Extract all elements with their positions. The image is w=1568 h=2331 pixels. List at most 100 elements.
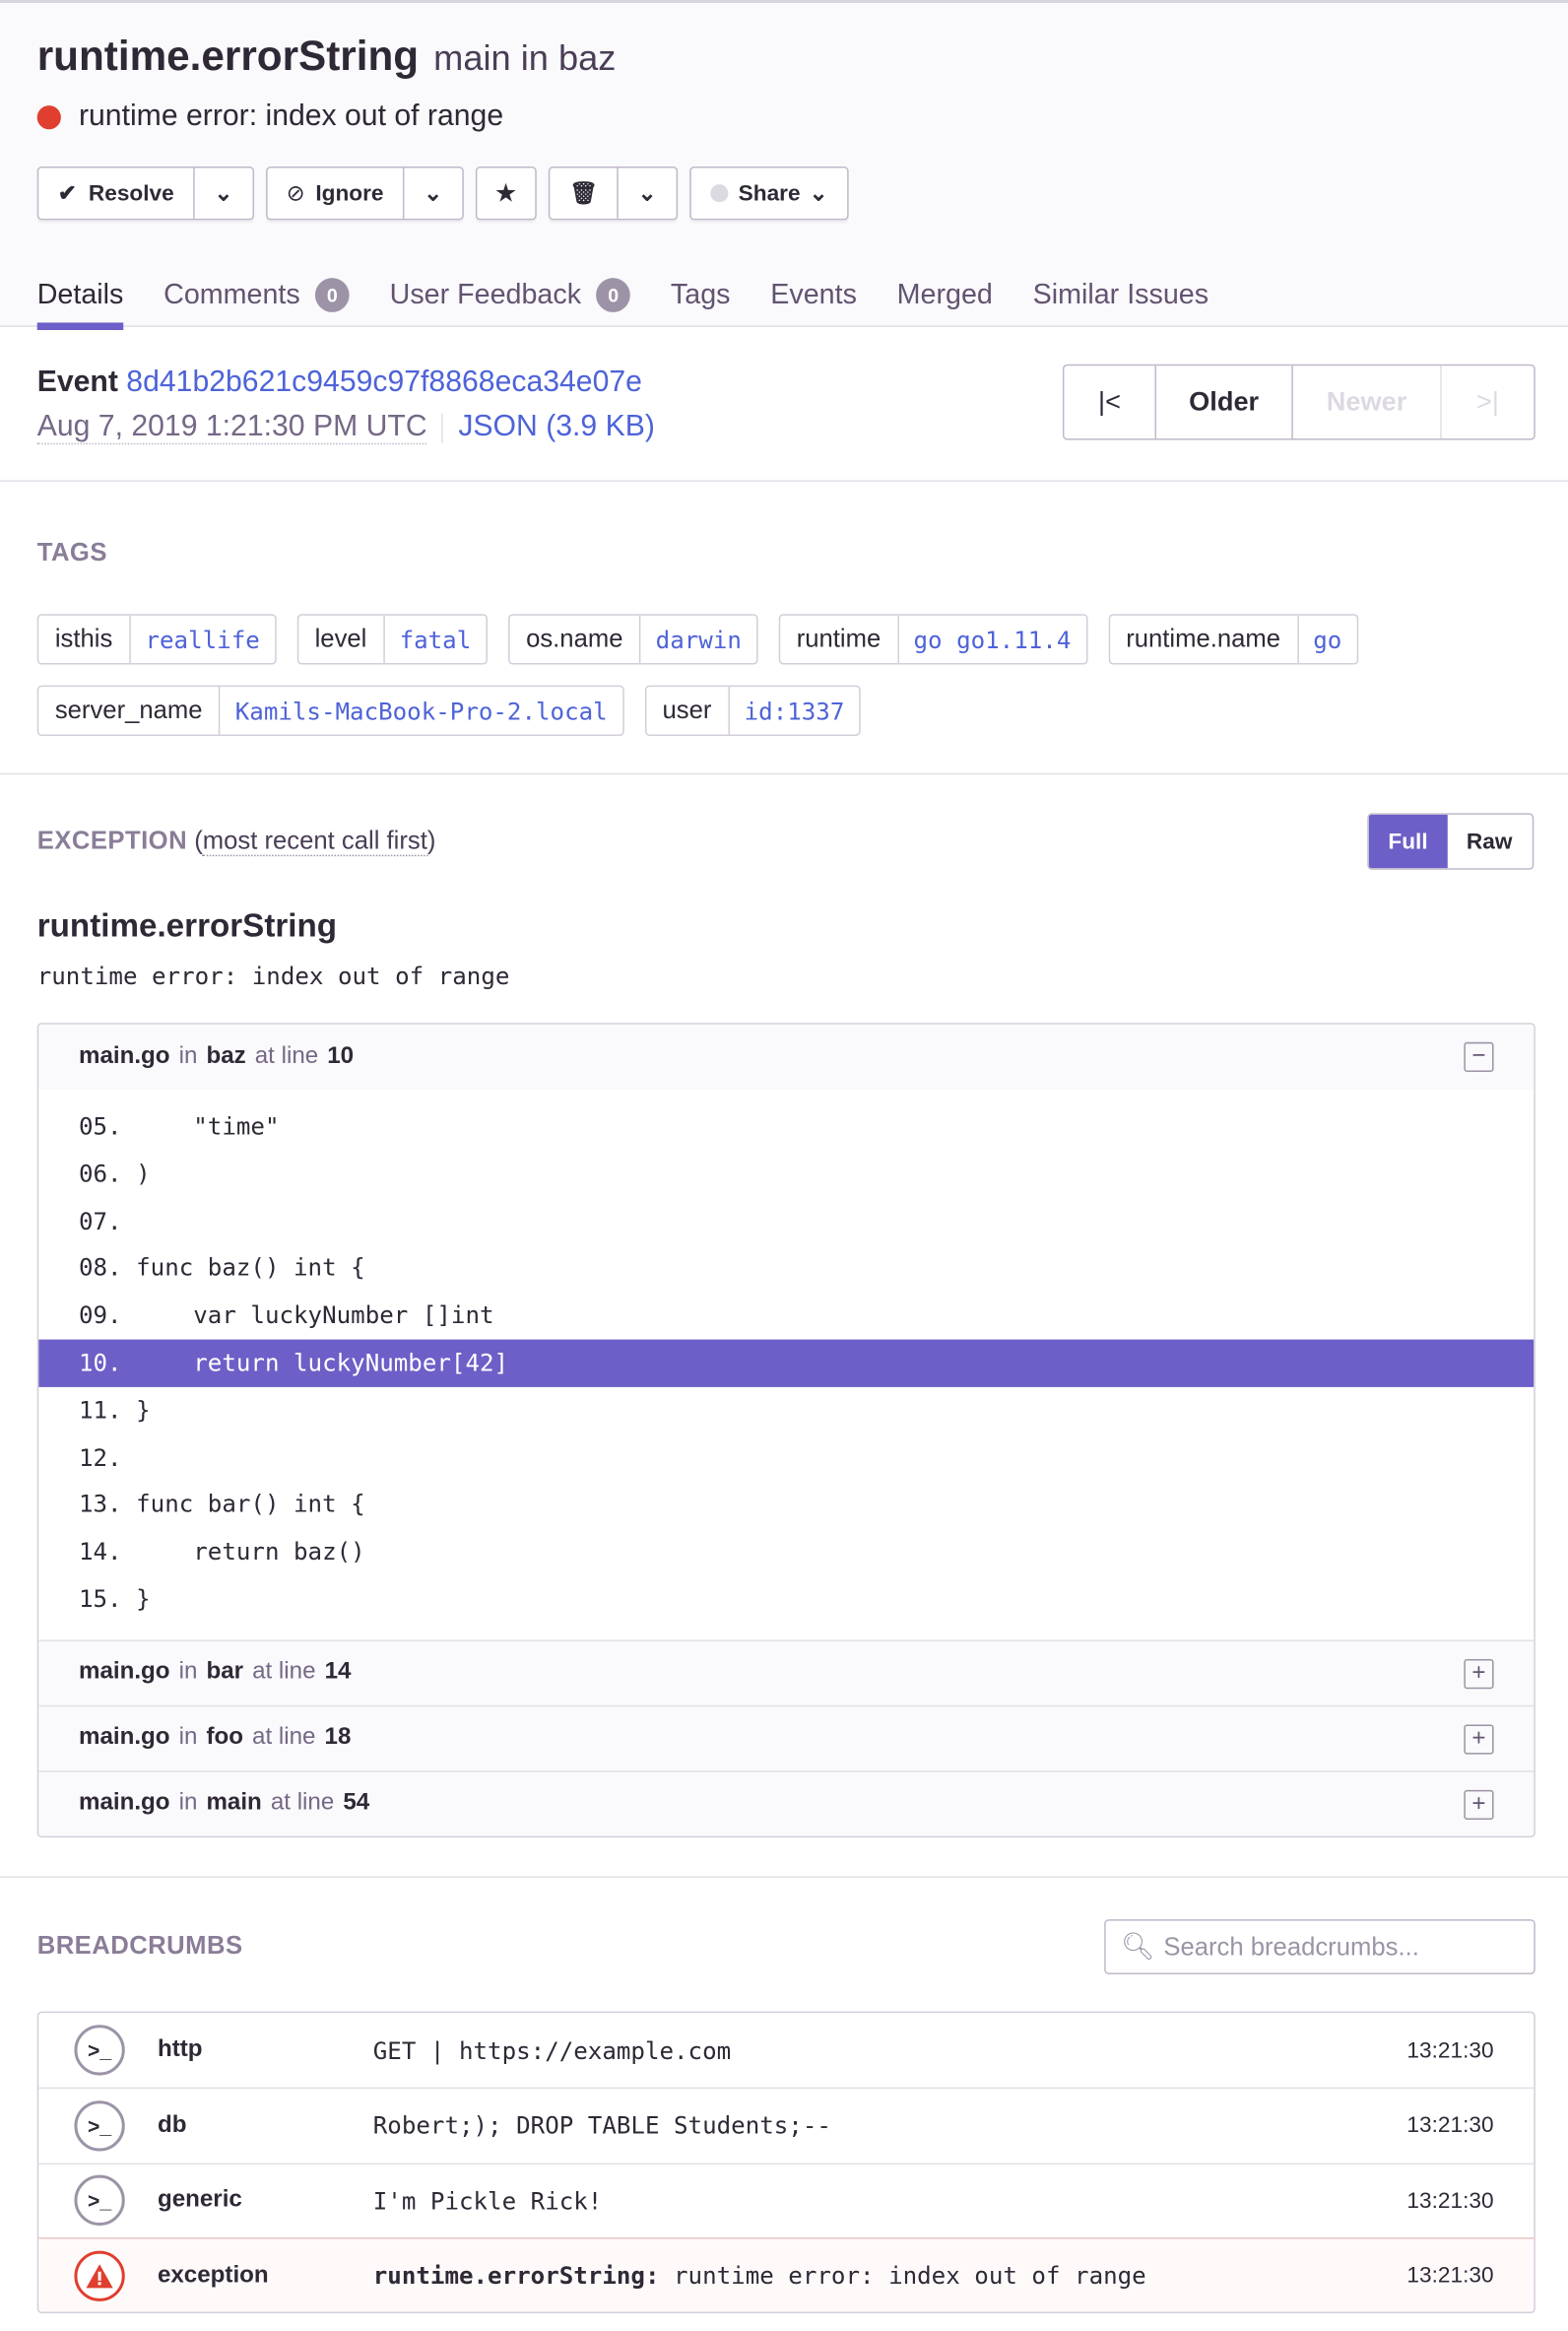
code-line: 06. ) [78,1159,151,1188]
chevron-down-icon: ⌄ [424,181,443,207]
breadcrumb-message-text: I'm Pickle Rick! [372,2186,603,2216]
last-page-icon: >| [1476,386,1499,417]
breadcrumb-time: 13:21:30 [1406,2262,1494,2289]
error-message: runtime error: index out of range [36,100,504,134]
tag-pill[interactable]: os.name darwin [507,614,758,665]
trash-icon: 🗑 [569,181,598,207]
chevron-down-icon: ⌄ [809,181,828,207]
breadcrumb-category: generic [157,2187,242,2213]
terminal-icon: >_ [74,2175,125,2227]
breadcrumb-message-text: GET | https://example.com [372,2035,732,2065]
exception-subheading: most recent call first [202,827,427,857]
issue-title: runtime.errorString main in baz [37,33,617,80]
terminal-icon: >_ [74,2025,125,2076]
tab-comments[interactable]: Comments 0 [163,262,350,329]
tag-value[interactable]: fatal [399,625,472,654]
tag-value[interactable]: go go1.11.4 [913,625,1072,654]
tab-tags[interactable]: Tags [671,262,731,329]
json-link[interactable]: JSON (3.9 KB) [458,410,655,443]
star-button[interactable]: ★ [477,168,536,219]
tag-value[interactable]: darwin [655,625,742,654]
frame-function: bar [206,1659,244,1686]
newer-button[interactable]: Newer [1293,366,1442,439]
exception-value: runtime error: index out of range [36,962,510,990]
tab-events[interactable]: Events [770,262,857,329]
tab-user-feedback[interactable]: User Feedback 0 [390,262,631,329]
tag-pill[interactable]: user id:1337 [644,685,861,736]
frame-file: main.go [78,1659,170,1686]
share-label: Share [738,180,801,206]
highlighted-code-line: 10. return luckyNumber[42] [38,1339,1535,1387]
tab-label: Events [770,278,857,310]
frame-line: 18 [324,1724,352,1751]
breadcrumb-time: 13:21:30 [1406,2112,1494,2139]
tag-value[interactable]: go [1313,625,1342,654]
warning-icon [74,2249,125,2301]
frame-header[interactable]: main.go in main at line 54 + [38,1769,1535,1836]
expand-icon[interactable]: + [1464,1789,1494,1820]
count-badge: 0 [596,278,631,312]
ignore-dropdown[interactable]: ⌄ [403,167,462,219]
tab-similar-issues[interactable]: Similar Issues [1033,262,1209,329]
expand-icon[interactable]: + [1464,1658,1494,1689]
breadcrumb-row: >_ generic I'm Pickle Rick! 13:21:30 [38,2162,1535,2237]
ignore-label: Ignore [315,180,384,206]
breadcrumb-message-text: runtime error: index out of range [674,2261,1146,2290]
newest-button[interactable]: >| [1442,366,1535,438]
tag-pill[interactable]: runtime.name go [1108,614,1358,665]
breadcrumb-message-text: Robert;); DROP TABLE Students;-- [372,2111,831,2141]
frame-file: main.go [78,1724,170,1751]
frame-at-line: at line [270,1790,335,1816]
exception-section: EXCEPTION (most recent call first) Full R… [0,774,1568,1878]
count-badge: 0 [314,278,350,312]
ignore-group: ⊘ Ignore ⌄ [265,166,464,221]
tag-value[interactable]: id:1337 [744,696,845,725]
breadcrumbs-table: >_ http GET | https://example.com 13:21:30 >… [36,2011,1535,2314]
delete-button[interactable]: 🗑 [551,168,618,219]
bookmark-button[interactable]: ★ [475,166,537,221]
event-label: Event [36,366,118,399]
code-context: 05. "time" 06. ) 07. 08. func baz() int {09… [38,1090,1535,1639]
frame-at-line: at line [254,1043,319,1069]
share-inner[interactable]: Share ⌄ [690,168,847,219]
oldest-button[interactable]: |< [1064,366,1157,439]
frame-header[interactable]: main.go in baz at line 10 − [38,1024,1535,1091]
frame-header[interactable]: main.go in foo at line 18 + [38,1704,1535,1770]
raw-button[interactable]: Raw [1466,829,1513,854]
full-button[interactable]: Full [1368,814,1448,869]
tag-pill[interactable]: server_name Kamils-MacBook-Pro-2.local [36,685,624,736]
code-line: 07. [78,1206,122,1235]
breadcrumb-message: Robert;); DROP TABLE Students;-- [373,2111,831,2140]
breadcrumbs-heading: BREADCRUMBS [36,1931,243,1960]
resolve-button[interactable]: ✔ Resolve [38,168,193,219]
frame-header[interactable]: main.go in bar at line 14 + [38,1639,1535,1705]
tag-key: os.name [509,615,641,664]
ignore-button[interactable]: ⊘ Ignore [267,168,403,219]
error-text: runtime error: index out of range [78,100,504,133]
share-button[interactable]: Share ⌄ [688,166,849,221]
event-id-link[interactable]: 8d41b2b621c9459c97f8868eca34e07e [126,366,642,399]
event-navigation: |< Older Newer >| [1062,364,1535,440]
tag-value[interactable]: Kamils-MacBook-Pro-2.local [234,696,608,725]
tag-value[interactable]: reallife [145,625,260,654]
tag-pill[interactable]: level fatal [296,614,488,665]
tab-details[interactable]: Details [36,262,124,330]
frame-function: main [206,1790,262,1816]
breadcrumb-message: I'm Pickle Rick! [373,2186,603,2215]
tag-pill[interactable]: isthis reallife [36,614,277,665]
frame-line: 14 [324,1659,352,1686]
older-button[interactable]: Older [1156,366,1293,439]
tab-merged[interactable]: Merged [897,262,993,329]
tag-key: level [298,615,385,664]
resolve-label: Resolve [88,180,174,206]
breadcrumb-row: >_ db Robert;); DROP TABLE Students;-- 13:2… [38,2088,1535,2163]
breadcrumb-search-input[interactable]: 🔍︎ Search breadcrumbs... [1104,1919,1535,1974]
tag-pill[interactable]: runtime go go1.11.4 [778,614,1087,665]
tab-label: Tags [670,278,731,310]
collapse-icon[interactable]: − [1464,1041,1494,1072]
expand-icon[interactable]: + [1464,1724,1494,1755]
frame-in: in [178,1659,198,1686]
code-line: 05. "time" [78,1111,280,1141]
resolve-dropdown[interactable]: ⌄ [193,167,252,219]
delete-dropdown[interactable]: ⌄ [617,167,677,219]
